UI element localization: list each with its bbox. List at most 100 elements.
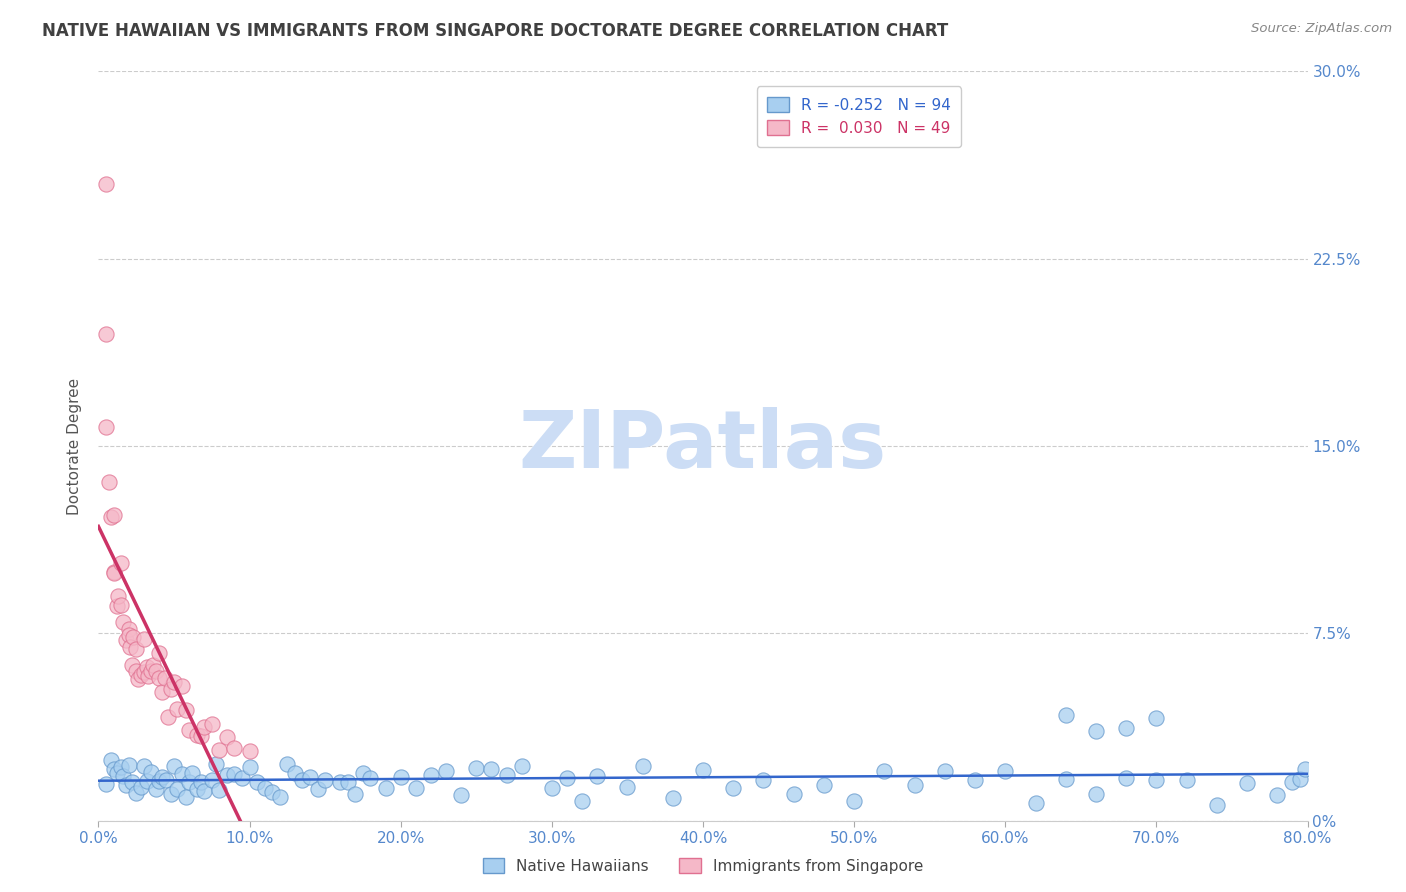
Point [110, 557, 132, 571]
Point [111, 615, 134, 629]
Point [121, 774, 143, 789]
Point [186, 782, 208, 797]
Point [586, 769, 609, 783]
Point [190, 729, 212, 743]
Point [1175, 773, 1198, 788]
Point [118, 622, 141, 636]
Point [132, 632, 155, 646]
Point [132, 665, 155, 680]
Point [1024, 796, 1046, 810]
Point [692, 764, 714, 778]
Legend: R = -0.252   N = 94, R =  0.030   N = 49: R = -0.252 N = 94, R = 0.030 N = 49 [756, 87, 962, 146]
Point [94, 177, 117, 191]
Point [145, 781, 167, 796]
Point [118, 757, 141, 772]
Point [873, 764, 896, 778]
Point [246, 775, 269, 789]
Point [148, 646, 170, 660]
Point [783, 787, 806, 801]
Point [661, 791, 683, 805]
Point [94, 419, 117, 434]
Point [170, 766, 193, 780]
Point [111, 769, 134, 783]
Point [616, 780, 638, 794]
Point [98, 475, 121, 490]
Point [276, 757, 298, 772]
Point [1281, 775, 1303, 789]
Text: Source: ZipAtlas.com: Source: ZipAtlas.com [1251, 22, 1392, 36]
Point [215, 768, 238, 782]
Point [156, 710, 179, 724]
Point [100, 753, 122, 767]
Point [284, 766, 307, 780]
Point [174, 703, 197, 717]
Point [174, 790, 197, 805]
Point [239, 760, 262, 774]
Point [965, 773, 987, 788]
Point [1054, 772, 1077, 787]
Point [208, 742, 231, 756]
Point [193, 720, 215, 734]
Point [170, 679, 193, 693]
Point [336, 774, 359, 789]
Point [1289, 772, 1312, 786]
Point [132, 758, 155, 772]
Point [118, 627, 141, 641]
Point [262, 785, 284, 799]
Point [103, 508, 125, 522]
Point [135, 660, 157, 674]
Point [94, 777, 117, 791]
Point [129, 667, 152, 681]
Point [105, 599, 128, 613]
Point [120, 640, 142, 654]
Point [420, 768, 443, 782]
Point [540, 781, 562, 796]
Point [1085, 787, 1108, 801]
Point [110, 599, 132, 613]
Point [150, 685, 173, 699]
Point [994, 764, 1017, 778]
Point [129, 780, 152, 794]
Point [269, 789, 291, 804]
Point [100, 510, 122, 524]
Point [186, 728, 208, 742]
Point [329, 774, 352, 789]
Point [166, 781, 188, 796]
Point [163, 674, 186, 689]
Point [224, 767, 246, 781]
Legend: Native Hawaiians, Immigrants from Singapore: Native Hawaiians, Immigrants from Singap… [477, 852, 929, 880]
Text: NATIVE HAWAIIAN VS IMMIGRANTS FROM SINGAPORE DOCTORATE DEGREE CORRELATION CHART: NATIVE HAWAIIAN VS IMMIGRANTS FROM SINGA… [42, 22, 949, 40]
Point [148, 671, 170, 685]
Point [103, 762, 125, 776]
Point [405, 780, 427, 795]
Point [122, 630, 145, 644]
Point [160, 682, 183, 697]
Point [631, 759, 654, 773]
Point [1115, 771, 1137, 785]
Point [166, 702, 188, 716]
Point [179, 723, 201, 737]
Point [465, 761, 488, 775]
Point [510, 759, 533, 773]
Point [114, 633, 136, 648]
Point [1144, 773, 1167, 788]
Point [571, 794, 593, 808]
Point [752, 773, 775, 788]
Point [307, 782, 329, 797]
Point [224, 740, 246, 755]
Point [215, 731, 238, 745]
Point [125, 664, 148, 678]
Point [1267, 788, 1289, 802]
Point [253, 781, 276, 796]
Point [127, 672, 149, 686]
Point [141, 765, 163, 780]
Point [110, 760, 132, 774]
Point [190, 774, 212, 789]
Point [1115, 721, 1137, 735]
Point [150, 770, 173, 784]
Point [239, 744, 262, 758]
Point [481, 762, 503, 776]
Point [1054, 707, 1077, 722]
Point [121, 657, 143, 672]
Point [201, 717, 224, 731]
